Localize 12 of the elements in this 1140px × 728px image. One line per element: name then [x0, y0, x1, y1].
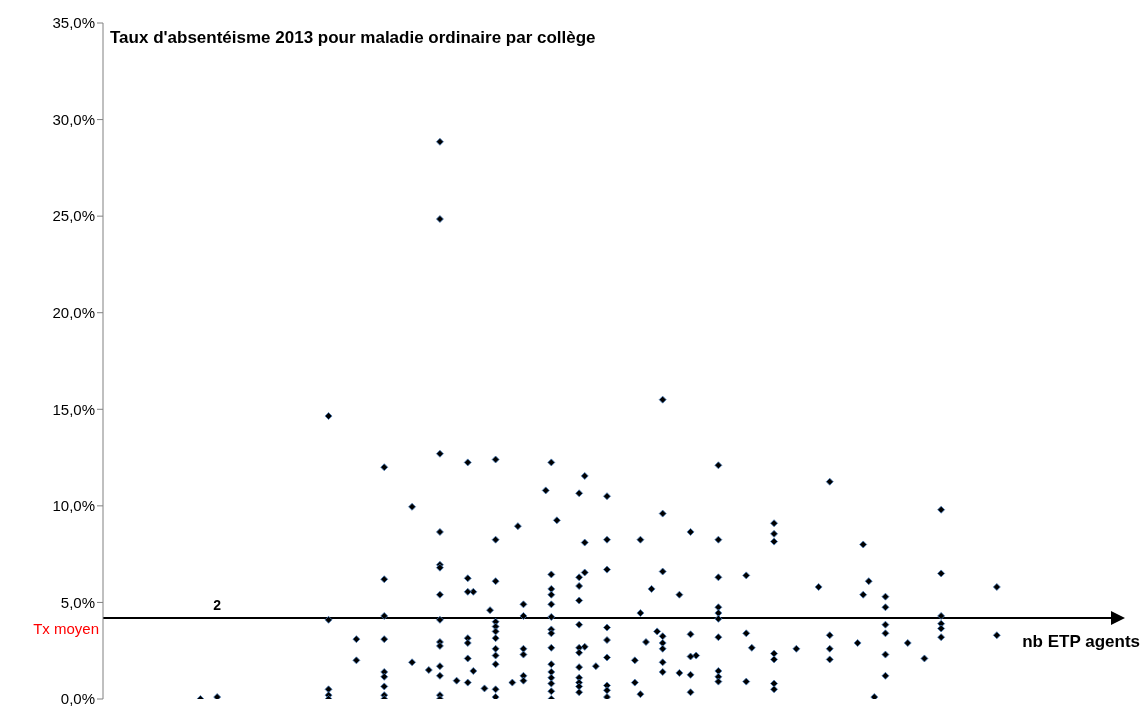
chart-title: Taux d'absentéisme 2013 pour maladie ordinaire par collège: [110, 28, 596, 48]
y-tick-label: 25,0%: [52, 207, 95, 225]
ref-line-label: Tx moyen: [33, 619, 99, 637]
x-axis-title: nb ETP agents: [1022, 631, 1140, 652]
y-tick-label: 0,0%: [60, 690, 95, 708]
y-tick-label: 5,0%: [60, 593, 95, 611]
y-tick-label: 15,0%: [52, 400, 95, 418]
y-tick-label: 30,0%: [52, 110, 95, 128]
y-tick-label: 10,0%: [52, 497, 95, 515]
y-tick-label: 20,0%: [52, 304, 95, 322]
x-tick-label: 2: [213, 596, 222, 613]
y-tick-label: 35,0%: [52, 14, 95, 32]
